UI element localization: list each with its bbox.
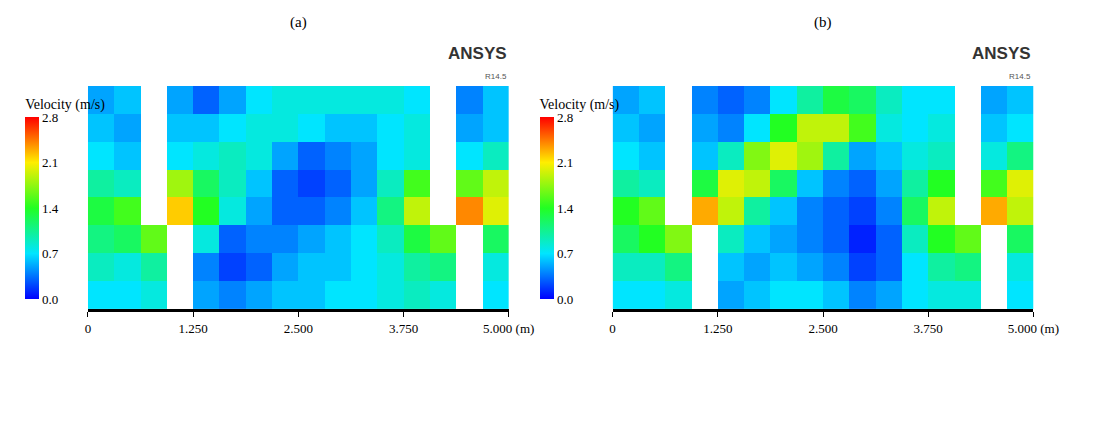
svg-text:1.250: 1.250 [179,321,208,336]
svg-text:2.1: 2.1 [557,155,573,170]
svg-text:5.000 (m): 5.000 (m) [483,321,534,336]
svg-text:0.0: 0.0 [42,292,58,307]
svg-text:3.750: 3.750 [389,321,418,336]
svg-text:5.000 (m): 5.000 (m) [1008,321,1059,336]
svg-text:0.7: 0.7 [42,246,59,261]
svg-text:(b): (b) [814,14,832,31]
svg-text:ANSYS: ANSYS [448,44,507,63]
svg-text:(a): (a) [290,14,307,31]
svg-text:2.500: 2.500 [808,321,837,336]
svg-text:ANSYS: ANSYS [972,44,1031,63]
svg-text:R14.5: R14.5 [485,72,507,81]
svg-text:0.7: 0.7 [557,246,574,261]
svg-text:2.8: 2.8 [557,110,573,125]
svg-text:1.4: 1.4 [42,201,59,216]
svg-text:1.250: 1.250 [703,321,732,336]
svg-text:Velocity (m/s): Velocity (m/s) [540,97,620,113]
svg-text:1.4: 1.4 [557,201,574,216]
svg-text:2.8: 2.8 [42,110,58,125]
svg-text:2.500: 2.500 [284,321,313,336]
svg-text:Velocity (m/s): Velocity (m/s) [25,97,105,113]
svg-text:3.750: 3.750 [914,321,943,336]
svg-text:0: 0 [609,321,616,336]
svg-text:R14.5: R14.5 [1009,72,1031,81]
svg-text:2.1: 2.1 [42,155,58,170]
svg-text:0.0: 0.0 [557,292,573,307]
svg-text:0: 0 [85,321,92,336]
